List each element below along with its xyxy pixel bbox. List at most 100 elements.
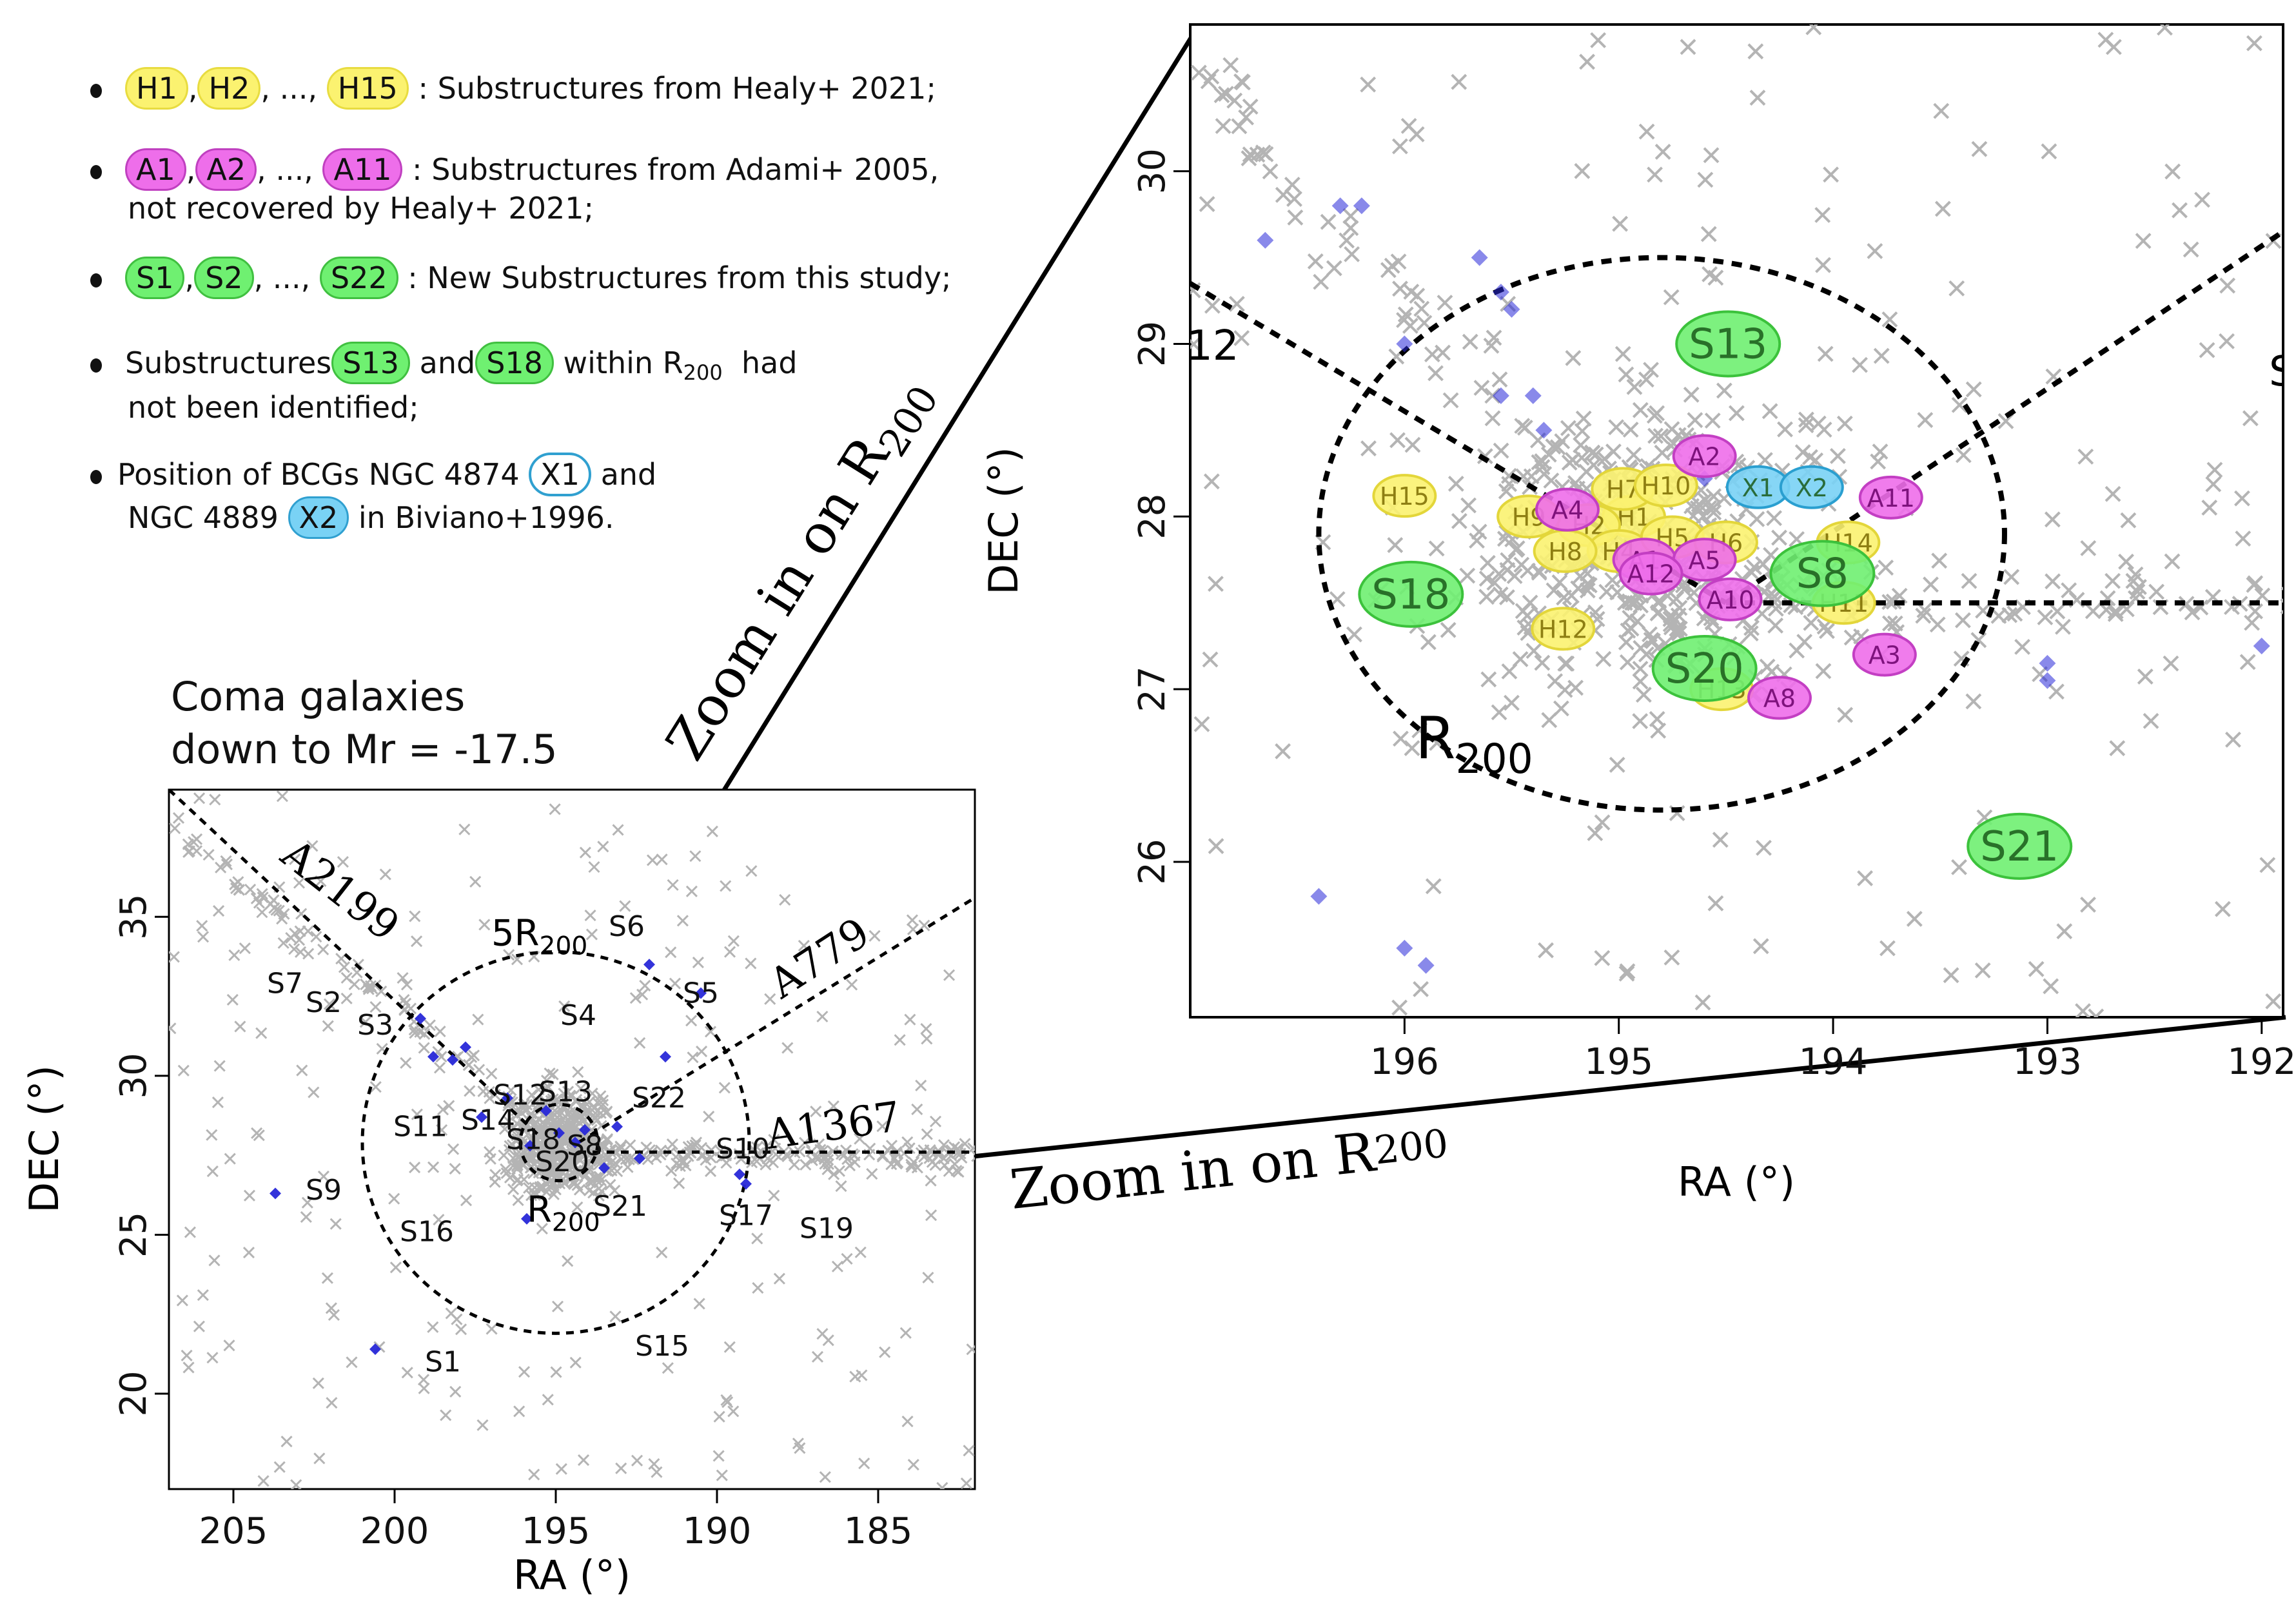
galaxy-marker [2143, 712, 2159, 729]
substructure-h15: H15 [1372, 474, 1437, 518]
galaxy-marker [1878, 560, 1894, 576]
galaxy-marker [575, 1110, 587, 1122]
galaxy-marker [967, 1142, 975, 1155]
galaxy-marker [294, 925, 306, 937]
bcg-points [1257, 197, 2270, 974]
galaxy-marker [181, 1349, 193, 1361]
galaxy-marker [2048, 683, 2065, 700]
galaxy-marker [943, 969, 956, 981]
galaxy-marker [290, 1479, 302, 1489]
galaxy-marker [1948, 280, 1965, 297]
galaxy-marker [1462, 333, 1478, 350]
galaxy-marker [540, 1083, 553, 1095]
galaxy-marker [2247, 575, 2264, 592]
galaxy-marker [551, 1300, 564, 1312]
circle-label-main: 5R [491, 913, 540, 955]
galaxy-marker [593, 1189, 605, 1202]
galaxy-marker [322, 1020, 334, 1032]
galaxy-marker [500, 1163, 512, 1175]
galaxy-marker [1605, 443, 1622, 460]
galaxy-marker [1200, 73, 1217, 90]
galaxy-marker [1609, 757, 1625, 773]
galaxy-marker [761, 1153, 774, 1165]
galaxy-marker [2157, 24, 2173, 36]
bullet-icon [90, 273, 102, 288]
galaxy-marker [513, 1152, 525, 1164]
galaxy-marker [950, 1165, 963, 1177]
galaxy-marker [703, 1111, 715, 1123]
y-tick-label: 27 [1132, 666, 1173, 712]
galaxy-marker [542, 1394, 554, 1406]
galaxy-marker [669, 977, 682, 989]
galaxy-marker [650, 1151, 662, 1164]
galaxy-marker [257, 1475, 270, 1487]
galaxy-marker [455, 1323, 467, 1336]
galaxy-marker [1990, 607, 2007, 624]
galaxy-marker [623, 1153, 635, 1165]
substructure-label: A4 [1551, 496, 1584, 525]
galaxy-marker [704, 1165, 717, 1178]
galaxy-marker [692, 956, 704, 969]
substructure-label: H12 [1538, 615, 1588, 643]
galaxy-marker [1687, 412, 1703, 429]
substructure-label-s7: S7 [267, 968, 303, 1000]
circle-label-0: R200 [1415, 705, 1533, 783]
galaxy-marker [846, 979, 858, 991]
bullet-icon [90, 164, 102, 179]
galaxy-marker [894, 1034, 906, 1046]
galaxy-marker [1906, 911, 1923, 927]
galaxy-marker [1756, 839, 1772, 856]
substructure-label-s15: S15 [635, 1330, 689, 1363]
galaxy-marker [2201, 500, 2218, 516]
bcg-point [611, 1120, 623, 1133]
substructure-label-s1: S1 [425, 1346, 461, 1379]
galaxy-marker [1814, 207, 1831, 223]
galaxy-marker [1392, 280, 1408, 297]
galaxy-marker [800, 1158, 812, 1171]
galaxy-marker [921, 1033, 933, 1045]
galaxy-marker [1697, 492, 1714, 509]
galaxy-marker [520, 1104, 533, 1116]
galaxy-marker [937, 1139, 950, 1151]
galaxy-marker [929, 1115, 942, 1127]
galaxy-marker [280, 1436, 293, 1448]
galaxy-marker [901, 1136, 914, 1148]
galaxy-marker [2085, 603, 2101, 619]
galaxy-marker [276, 790, 288, 803]
galaxy-marker [1471, 523, 1487, 540]
substructure-ellipse [1852, 632, 1917, 677]
galaxy-marker [1262, 163, 1279, 180]
galaxy-marker [2118, 553, 2134, 570]
galaxy-marker [1632, 402, 1649, 418]
plot-area: H1H2H4H5H6H7H8H9H10H11H12H13H14H15A1A2A3… [1190, 24, 2283, 1017]
bcg-point [1524, 387, 1542, 404]
galaxy-marker [2164, 553, 2181, 570]
substructure-a11: A11 [1858, 475, 1923, 520]
galaxy-marker [1242, 98, 1259, 115]
galaxy-marker [1500, 552, 1516, 569]
galaxy-marker [1961, 572, 1977, 589]
galaxy-marker [433, 1062, 446, 1074]
y-tick-label: 28 [1132, 494, 1173, 540]
galaxy-marker [1512, 651, 1529, 667]
galaxy-marker [966, 1343, 975, 1356]
galaxy-marker [1204, 297, 1221, 314]
galaxy-marker [551, 1160, 563, 1173]
galaxy-marker [328, 1309, 340, 1321]
substructure-ellipse [1618, 551, 1683, 596]
bcg-point [598, 1162, 610, 1174]
substructure-ellipse [1531, 607, 1596, 651]
galaxy-marker [1534, 654, 1551, 671]
galaxy-marker [1881, 594, 1898, 610]
galaxy-marker [1440, 621, 1457, 638]
galaxy-marker [1553, 700, 1569, 717]
galaxy-marker [828, 1168, 840, 1180]
galaxy-marker [587, 1175, 599, 1188]
galaxy-marker [1625, 447, 1642, 463]
galaxy-marker [2164, 163, 2181, 180]
galaxy-marker [1590, 32, 1607, 48]
substructure-label: X1 [1742, 474, 1774, 502]
x-tick-label: 193 [2013, 1041, 2082, 1083]
galaxy-marker [1483, 337, 1500, 354]
galaxy-marker [1486, 574, 1503, 591]
